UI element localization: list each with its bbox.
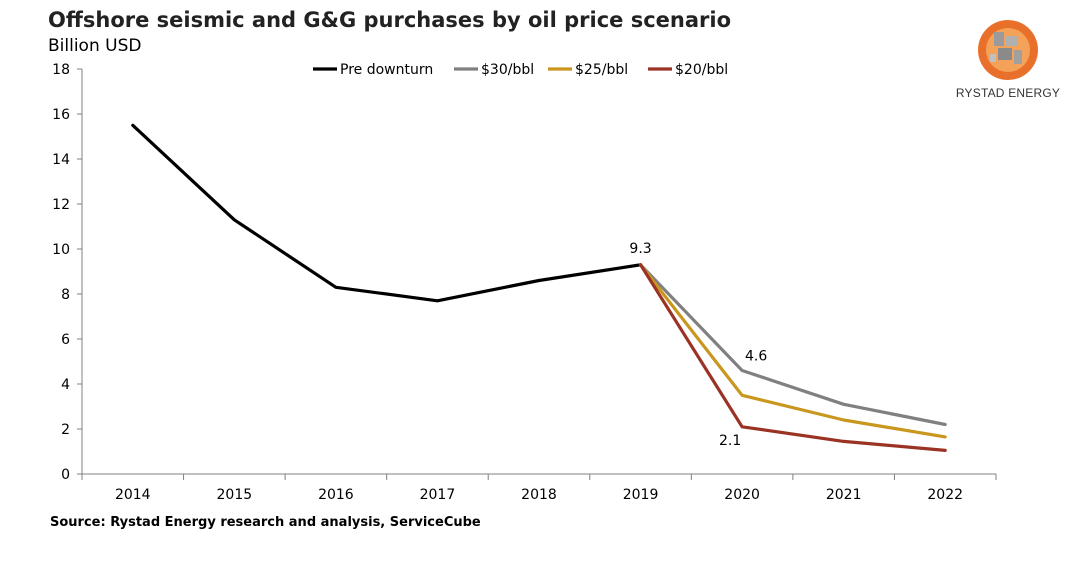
- x-tick-label: 2018: [521, 487, 557, 503]
- y-tick-label: 0: [61, 467, 70, 483]
- y-tick-label: 4: [61, 377, 70, 393]
- y-tick-label: 10: [52, 242, 70, 258]
- series-line-20-bbl: [638, 263, 947, 452]
- x-tick-label: 2019: [623, 487, 659, 503]
- y-tick-label: 16: [52, 107, 70, 123]
- x-tick-label: 2014: [115, 487, 151, 503]
- x-tick-label: 2021: [826, 487, 862, 503]
- x-tick-label: 2015: [217, 487, 253, 503]
- chart-title: Offshore seismic and G&G purchases by oi…: [48, 8, 732, 32]
- x-tick-label: 2016: [318, 487, 354, 503]
- series-line-30-bbl: [638, 263, 947, 427]
- data-label: 9.3: [629, 241, 651, 257]
- logo-text: RYSTAD ENERGY: [955, 86, 1061, 100]
- y-tick-label: 8: [61, 287, 70, 303]
- y-tick-label: 18: [52, 62, 70, 78]
- rystad-logo-icon: [978, 20, 1038, 80]
- series-line-25-bbl: [638, 263, 947, 439]
- legend-label: $20/bbl: [675, 62, 728, 78]
- y-tick-label: 6: [61, 332, 70, 348]
- data-label: 4.6: [745, 349, 767, 365]
- x-tick-label: 2020: [724, 487, 760, 503]
- x-tick-label: 2017: [420, 487, 456, 503]
- source-note: Source: Rystad Energy research and analy…: [50, 515, 481, 530]
- legend-label: Pre downturn: [340, 62, 433, 78]
- data-label: 2.1: [719, 433, 741, 449]
- legend-label: $30/bbl: [481, 62, 534, 78]
- y-tick-label: 14: [52, 152, 70, 168]
- x-tick-label: 2022: [927, 487, 963, 503]
- y-tick-label: 2: [61, 422, 70, 438]
- legend-label: $25/bbl: [575, 62, 628, 78]
- y-tick-label: 12: [52, 197, 70, 213]
- series-line-pre-downturn: [131, 123, 643, 303]
- chart-subtitle: Billion USD: [48, 36, 142, 56]
